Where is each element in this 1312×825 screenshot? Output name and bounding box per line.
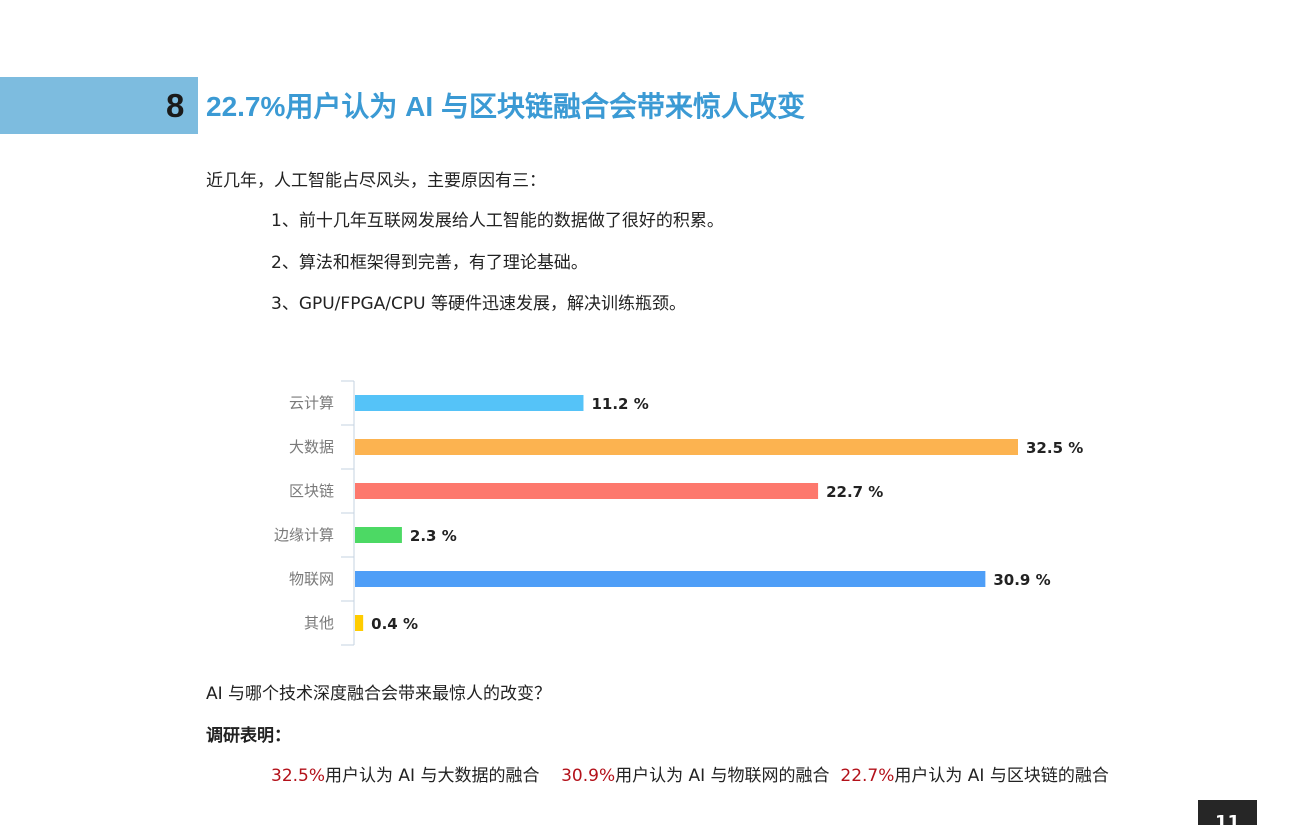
category-label: 区块链 bbox=[289, 482, 334, 500]
category-label: 云计算 bbox=[289, 394, 334, 412]
section-title: 22.7%用户认为 AI 与区块链融合会带来惊人改变 bbox=[206, 91, 805, 122]
page-number: 11 bbox=[1198, 800, 1257, 825]
findings-line: 32.5%用户认为 AI 与大数据的融合 30.9%用户认为 AI 与物联网的融… bbox=[271, 764, 1109, 788]
reason-item: 2、算法和框架得到完善，有了理论基础。 bbox=[271, 253, 588, 273]
bar bbox=[355, 395, 584, 411]
finding-text: 用户认为 AI 与大数据的融合 bbox=[325, 766, 540, 786]
reason-item: 1、前十几年互联网发展给人工智能的数据做了很好的积累。 bbox=[271, 211, 724, 231]
bar bbox=[355, 483, 819, 499]
value-label: 11.2 % bbox=[591, 395, 648, 413]
value-label: 0.4 % bbox=[371, 615, 418, 633]
bar bbox=[355, 615, 364, 631]
category-label: 大数据 bbox=[289, 438, 334, 456]
value-label: 30.9 % bbox=[993, 571, 1050, 589]
category-label: 物联网 bbox=[289, 570, 334, 588]
intro-text: 近几年，人工智能占尽风头，主要原因有三： bbox=[206, 171, 546, 191]
finding-pct: 32.5% bbox=[271, 766, 326, 786]
value-label: 2.3 % bbox=[410, 527, 457, 545]
finding-pct: 30.9% bbox=[561, 766, 616, 786]
category-label: 边缘计算 bbox=[274, 526, 334, 544]
finding-pct: 22.7% bbox=[840, 766, 895, 786]
bar bbox=[355, 571, 986, 587]
survey-label: 调研表明： bbox=[206, 726, 291, 746]
finding-text: 用户认为 AI 与区块链的融合 bbox=[894, 766, 1109, 786]
value-label: 32.5 % bbox=[1026, 439, 1083, 457]
value-label: 22.7 % bbox=[826, 483, 883, 501]
reason-item: 3、GPU/FPGA/CPU 等硬件迅速发展，解决训练瓶颈。 bbox=[271, 294, 686, 314]
category-label: 其他 bbox=[304, 614, 334, 632]
bar bbox=[355, 439, 1018, 455]
finding-text: 用户认为 AI 与物联网的融合 bbox=[615, 766, 830, 786]
bar bbox=[355, 527, 402, 543]
section-header-band bbox=[0, 77, 198, 134]
section-number: 8 bbox=[166, 87, 185, 124]
question-text: AI 与哪个技术深度融合会带来最惊人的改变？ bbox=[206, 684, 552, 704]
